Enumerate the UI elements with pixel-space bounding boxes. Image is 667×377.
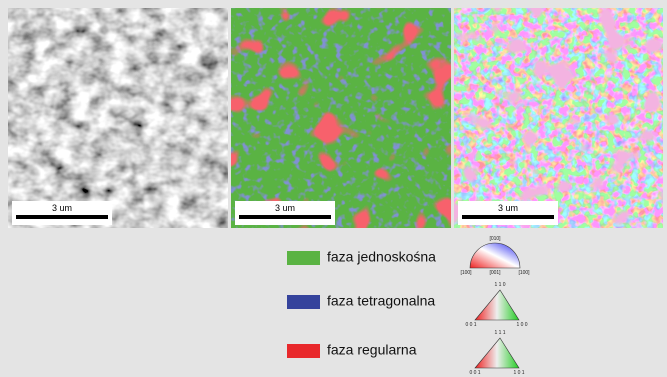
pf-label: [010] xyxy=(489,236,501,242)
pf-label: 1 1 1 xyxy=(494,330,505,336)
legend-swatch xyxy=(287,295,320,309)
sem-image xyxy=(8,8,228,228)
pole-figure-cubic: 1 1 1 0 0 1 1 0 1 xyxy=(469,330,524,376)
pf-label: 1 1 0 xyxy=(494,282,505,288)
pf-label: 0 0 1 xyxy=(465,322,476,328)
pole-figure-monoclinic: [010] [100] [001] [100] xyxy=(460,236,530,276)
scale-bar xyxy=(16,215,108,219)
figure: 3 um 3 um 3 um faza jednoskośna faza tetrag… xyxy=(0,0,667,377)
scale-bar xyxy=(239,215,331,219)
scale-label: 3 um xyxy=(275,203,295,213)
scale-label: 3 um xyxy=(52,203,72,213)
scale-bar xyxy=(462,215,554,219)
legend-label: faza jednoskośna xyxy=(327,249,436,265)
pf-label: 0 0 1 xyxy=(469,370,480,376)
legend-label: faza tetragonalna xyxy=(327,293,435,309)
legend: faza jednoskośna faza tetragonalna faza re… xyxy=(287,249,436,358)
pf-label: [100] xyxy=(460,270,472,276)
legend-swatch xyxy=(287,344,320,358)
pf-label: 1 0 0 xyxy=(516,322,527,328)
phase-map xyxy=(231,8,451,228)
scale-label: 3 um xyxy=(498,203,518,213)
orientation-map xyxy=(454,8,663,228)
pf-label: [100] xyxy=(518,270,530,276)
scale-bars: 3 um 3 um 3 um xyxy=(12,201,558,225)
pole-figure-tetragonal: 1 1 0 0 0 1 1 0 0 xyxy=(465,282,527,328)
legend-label: faza regularna xyxy=(327,342,417,358)
pf-label: 1 0 1 xyxy=(513,370,524,376)
pf-label: [001] xyxy=(489,270,501,276)
legend-swatch xyxy=(287,251,320,265)
